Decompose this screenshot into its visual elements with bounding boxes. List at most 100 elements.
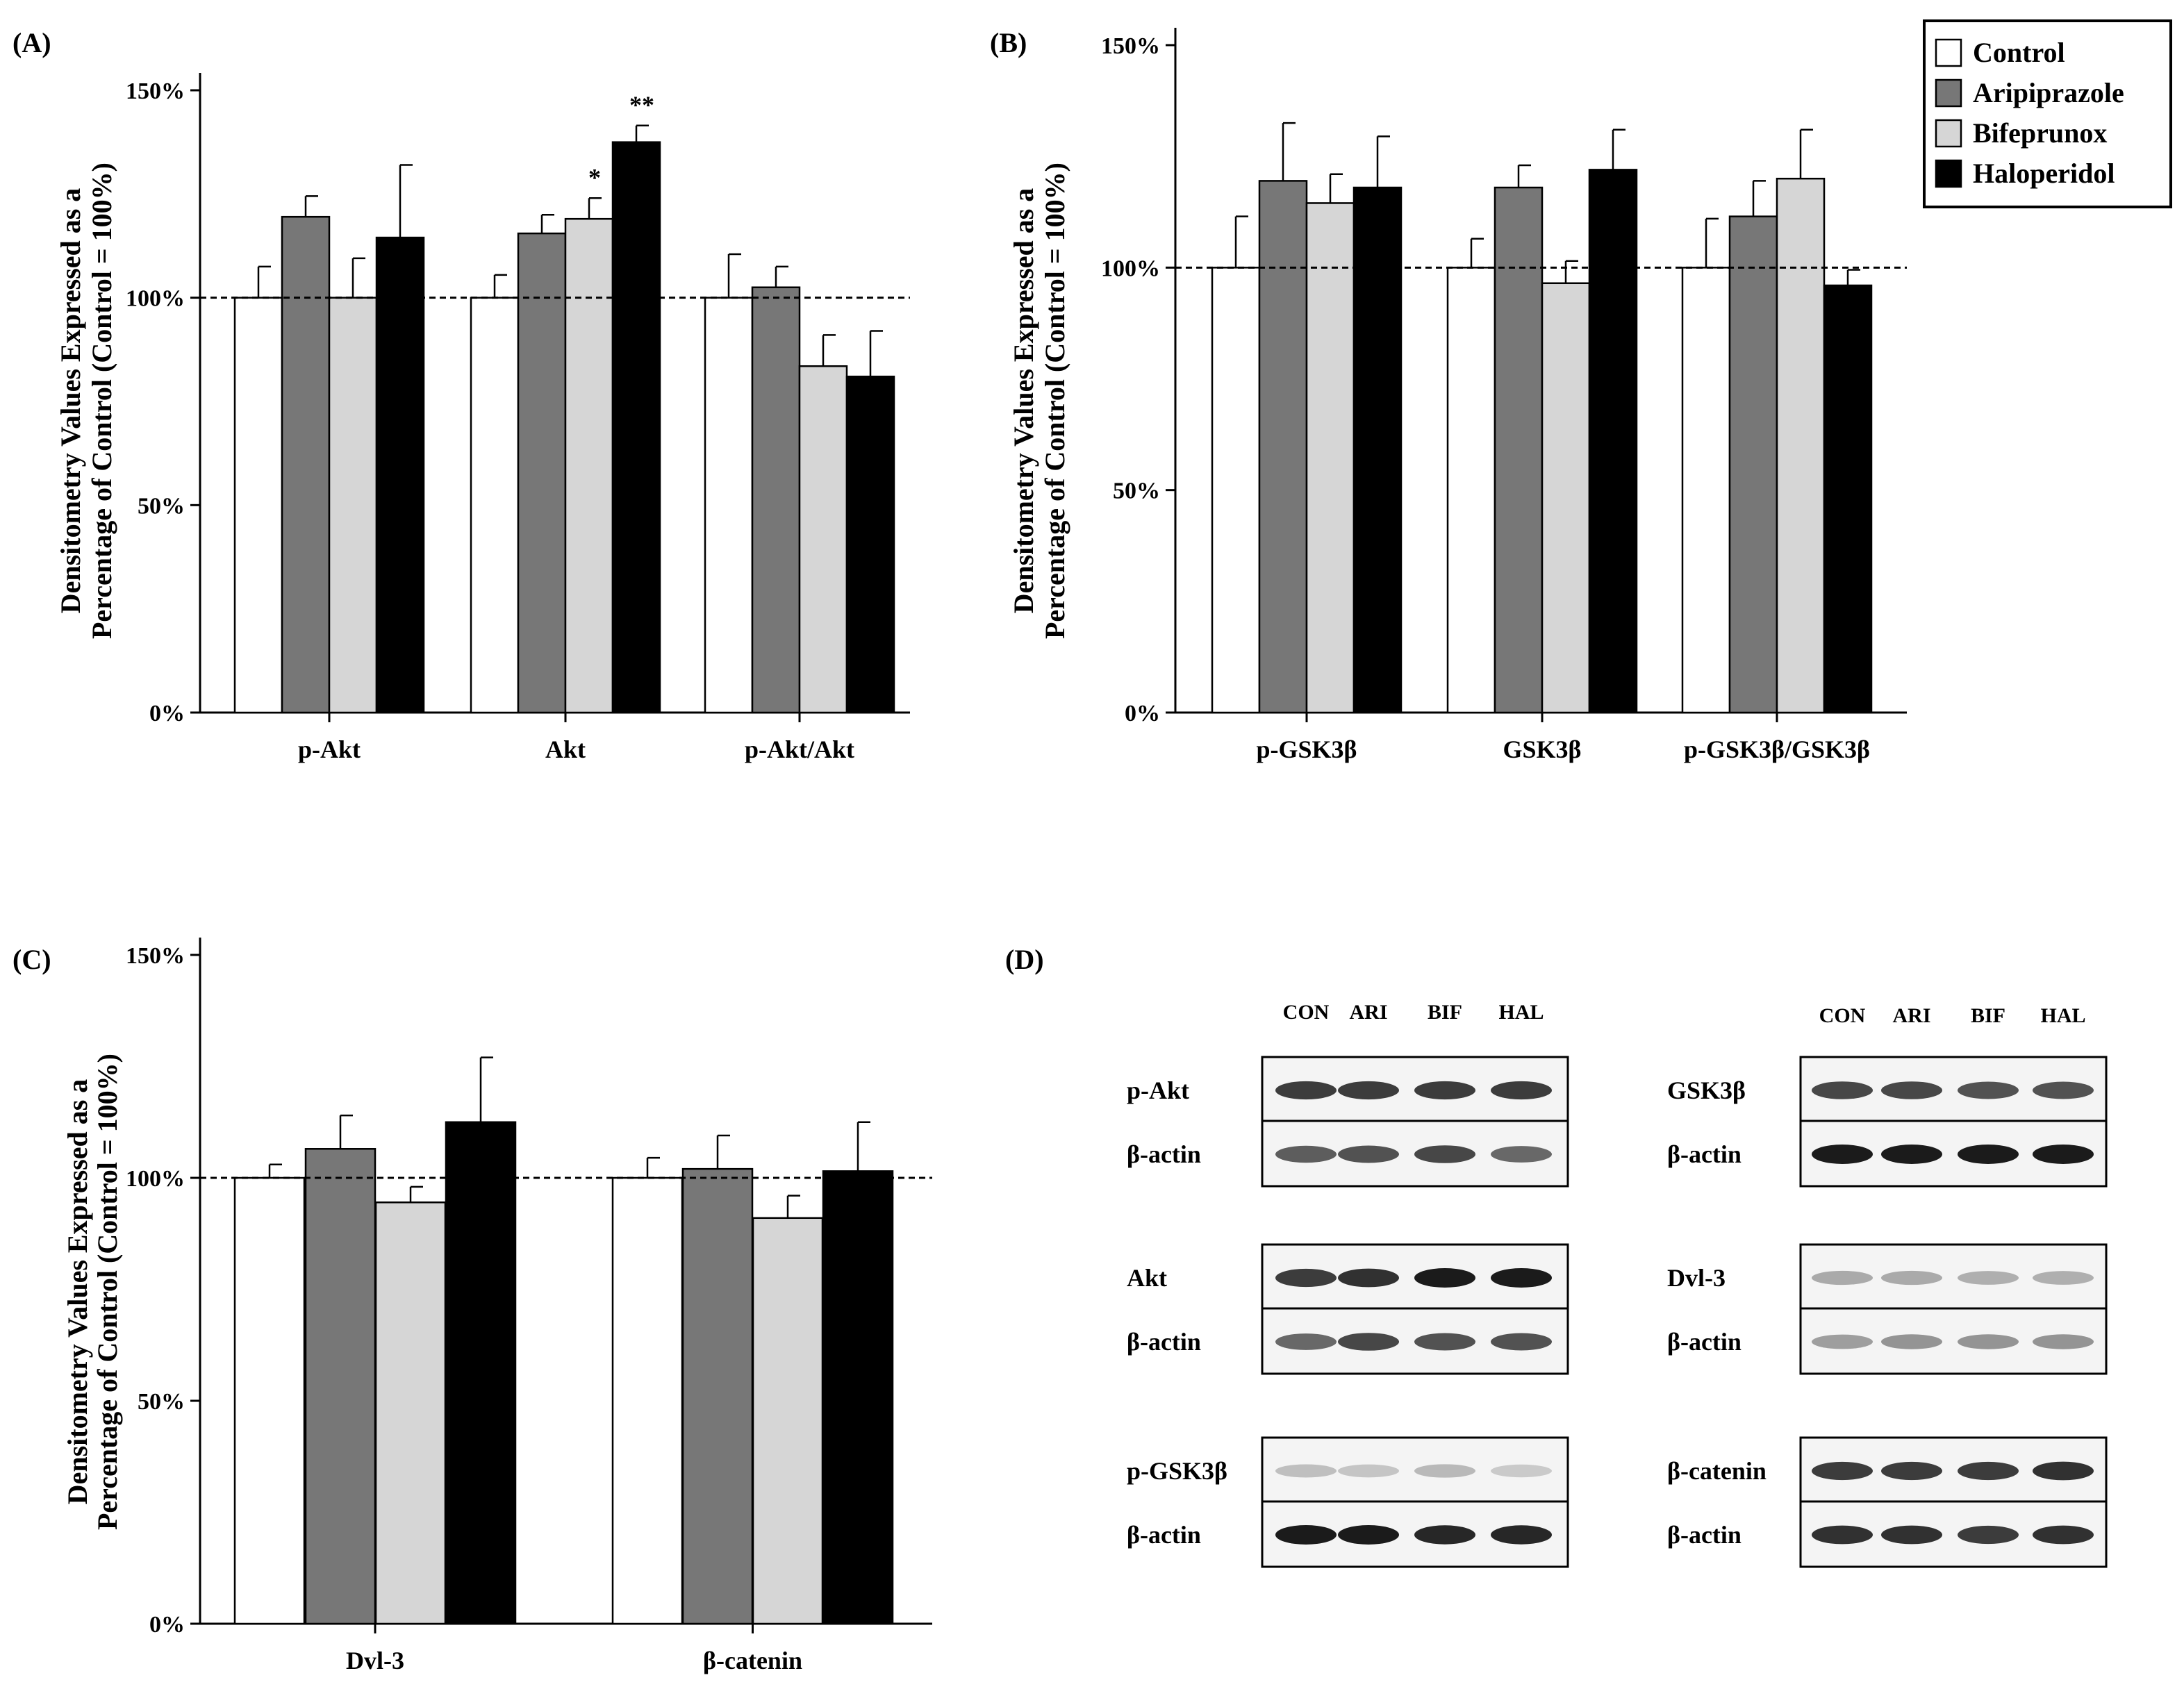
legend-label: Bifeprunox	[1973, 117, 2107, 149]
bar-aripiprazole	[681, 1167, 754, 1625]
blot-band	[1338, 1081, 1399, 1100]
bar-bifeprunox	[752, 1217, 824, 1625]
y-tick-label: 0%	[1125, 701, 1160, 726]
lane-label: CON	[1283, 1001, 1330, 1024]
bar-haloperidol	[822, 1170, 894, 1625]
blot-band	[1881, 1461, 1942, 1481]
blot-band	[1414, 1464, 1475, 1478]
y-tick-label: 50%	[1113, 479, 1160, 504]
bar-aripiprazole	[517, 232, 567, 714]
bar-bifeprunox	[1305, 202, 1355, 714]
lane-label: HAL	[2040, 1004, 2085, 1027]
blot-row-label: β-actin	[1667, 1521, 1742, 1549]
blot-band	[2033, 1081, 2094, 1099]
blot-band	[1338, 1268, 1399, 1288]
blot-band	[1491, 1081, 1552, 1100]
bar-haloperidol	[445, 1121, 517, 1625]
blot-band	[1414, 1081, 1475, 1100]
blot-band	[1338, 1333, 1399, 1351]
blot-band	[1491, 1268, 1552, 1288]
blot-band	[1275, 1464, 1337, 1478]
blot-row-label: β-actin	[1667, 1140, 1742, 1168]
panel-label: (D)	[1005, 944, 1044, 975]
blot-panel: p-Akt β-actin	[1127, 1056, 1569, 1188]
legend-box	[1923, 19, 2172, 208]
lane-label: BIF	[1971, 1004, 2005, 1027]
y-tick-label: 50%	[138, 1389, 185, 1415]
blot-band	[1414, 1333, 1475, 1351]
blot-band	[2033, 1461, 2094, 1481]
category-label: p-Akt	[298, 735, 361, 763]
legend: Control Aripiprazole Bifeprunox Haloperidol	[1923, 19, 2172, 208]
blot-band	[1491, 1146, 1552, 1163]
blot-row-label: β-actin	[1667, 1328, 1742, 1356]
blot-band	[1812, 1270, 1873, 1286]
blot-row-label: GSK3β	[1667, 1076, 1746, 1104]
blot-band	[1812, 1525, 1873, 1545]
y-axis-title: Percentage of Control (Control = 100%)	[1039, 163, 1070, 639]
blot-band	[1275, 1268, 1337, 1288]
category-label: β-catenin	[703, 1647, 802, 1674]
bar-aripiprazole	[751, 286, 801, 714]
legend-swatch	[1935, 38, 1962, 67]
y-axis-title: Percentage of Control (Control = 100%)	[92, 1054, 123, 1530]
legend-swatch	[1935, 119, 1962, 148]
category-label: Dvl-3	[346, 1647, 404, 1674]
blot-band	[1958, 1271, 2019, 1285]
panel-label: (B)	[990, 27, 1027, 58]
lane-label: CON	[1819, 1004, 1866, 1027]
blot-band	[1275, 1525, 1337, 1545]
y-tick-label: 100%	[126, 1166, 185, 1192]
blot-band	[1812, 1081, 1873, 1099]
blot-band	[1414, 1145, 1475, 1163]
bar-bifeprunox	[328, 297, 378, 714]
category-label: p-GSK3β/GSK3β	[1684, 735, 1870, 763]
blot-band	[1275, 1081, 1337, 1100]
bar-control	[233, 297, 283, 714]
blot-band	[1958, 1145, 2019, 1164]
bar-haloperidol	[611, 141, 661, 714]
blot-row-label: p-Akt	[1127, 1076, 1189, 1104]
y-tick-label: 0%	[149, 701, 185, 726]
bar-control	[1681, 267, 1731, 714]
bar-haloperidol	[375, 236, 425, 714]
category-label: p-Akt/Akt	[745, 735, 854, 763]
blot-band	[2033, 1145, 2094, 1164]
lane-label: BIF	[1428, 1001, 1462, 1024]
blot-band	[1414, 1525, 1475, 1545]
y-tick-label: 0%	[149, 1612, 185, 1638]
blot-band	[1414, 1268, 1475, 1288]
blot-row-label: β-actin	[1127, 1328, 1201, 1356]
y-axis-title: Percentage of Control (Control = 100%)	[86, 163, 117, 639]
bar-control	[233, 1176, 306, 1625]
blot-band	[1881, 1270, 1942, 1286]
bar-aripiprazole	[1258, 180, 1308, 714]
chart-1: Densitometry Values Expressed as a Percen…	[1008, 28, 1907, 763]
category-label: Akt	[545, 735, 586, 763]
y-tick-label: 50%	[138, 493, 185, 519]
blot-band	[1881, 1081, 1942, 1099]
western-blot: CON CON ARI ARI BIF BIF HAL HAL p-Akt β-actin Akt β…	[1127, 1001, 2108, 1568]
blot-band	[1338, 1145, 1399, 1163]
lane-label: ARI	[1349, 1001, 1387, 1024]
bar-bifeprunox	[1541, 282, 1591, 714]
legend-label: Control	[1973, 37, 2065, 68]
chart-2: Densitometry Values Expressed as aPercen…	[62, 938, 932, 1674]
blot-band	[1958, 1461, 2019, 1481]
blot-band	[2033, 1525, 2094, 1545]
blot-panel: β-catenin β-actin	[1667, 1436, 2108, 1568]
bar-haloperidol	[1352, 186, 1403, 714]
bar-aripiprazole	[281, 215, 331, 714]
significance-mark: *	[588, 163, 601, 191]
y-axis-title: Densitometry Values Expressed as a	[1008, 188, 1039, 614]
bar-haloperidol	[1823, 284, 1873, 714]
blot-panel: Akt β-actin	[1127, 1243, 1569, 1375]
blot-row-label: Akt	[1127, 1264, 1167, 1292]
blot-band	[1881, 1525, 1942, 1545]
y-tick-label: 100%	[1101, 256, 1160, 281]
y-tick-label: 150%	[126, 943, 185, 969]
bar-haloperidol	[1588, 169, 1638, 714]
blot-band	[1491, 1525, 1552, 1545]
blot-band	[1275, 1333, 1337, 1350]
blot-panel: p-GSK3β β-actin	[1127, 1436, 1569, 1568]
